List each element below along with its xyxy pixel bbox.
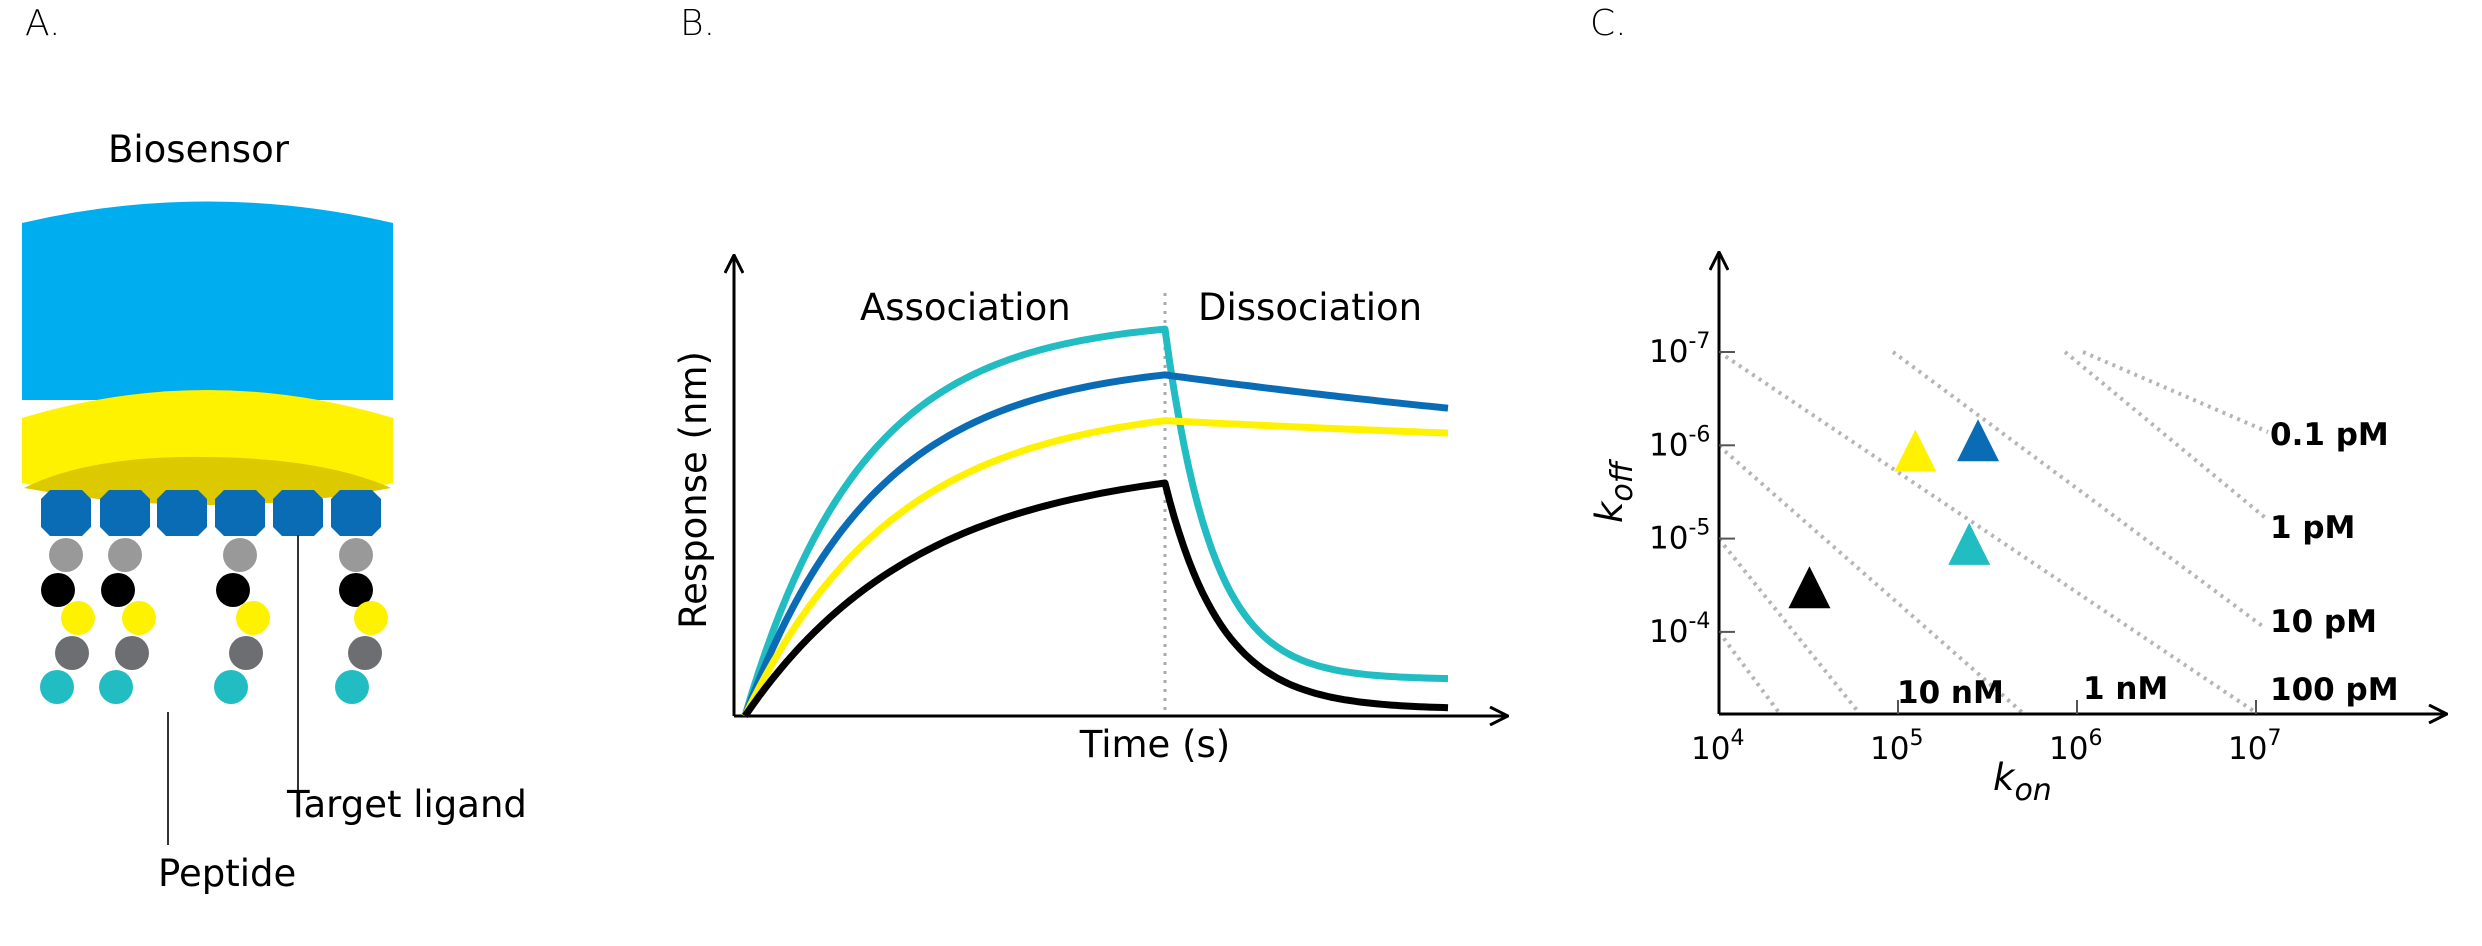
koff-main: k [1588,500,1631,523]
peptide-bead-2-1 [108,538,142,572]
iso-label-1nm: 1 nM [2083,671,2168,707]
y-tick-label--6: 10-6 [1649,422,1710,463]
target-ligand-6 [331,490,381,536]
dissociation-label: Dissociation [1198,286,1422,329]
peptide-bead-3-5 [214,670,248,704]
iso-line-100nm [1717,537,1862,716]
panel-c-label: C. [1590,3,1627,44]
iso-line-10nm [1717,444,2026,716]
peptide-label: Peptide [158,852,296,895]
biosensor-tip [22,201,393,400]
peptide-bead-3-4 [229,636,263,670]
kinetic-curve-blue [741,371,1449,718]
peptide-bead-2-5 [99,670,133,704]
biosensor-label: Biosensor [108,128,290,171]
point-black [1788,566,1831,609]
kinetics-y-label: Response (nm) [672,351,715,629]
affinity-ticks: 104 105 106 107 10-7 10-6 10-5 10-4 [1649,329,2281,767]
iso-label-1pm: 1 pM [2270,510,2355,546]
iso-label-10nm: 10 nM [1897,675,2004,711]
point-yellow [1894,429,1937,472]
peptide-chains [40,538,388,704]
point-cyan [1948,522,1991,565]
target-ligand-1 [41,490,91,536]
peptide-bead-1-3 [61,601,95,635]
target-ligand-label: Target ligand [286,783,527,826]
target-ligand-4 [215,490,265,536]
ligand-row [41,490,381,536]
x-tick-label-7: 107 [2228,726,2281,767]
affinity-axes [1719,252,2447,714]
target-ligand-5 [273,490,323,536]
peptide-bead-3-1 [223,538,257,572]
affinity-points [1788,419,2000,609]
target-ligand-2 [100,490,150,536]
peptide-bead-1-5 [40,670,74,704]
iso-line-0-1pm [2082,350,2269,434]
association-label: Association [860,286,1071,329]
kinetic-curves [741,325,1449,719]
peptide-bead-1-1 [49,538,83,572]
x-tick-label-5: 105 [1870,726,1923,767]
iso-line-10pm [1891,350,2267,630]
peptide-bead-1-2 [41,573,75,607]
kinetics-axes [734,255,1508,716]
peptide-bead-3-2 [216,573,250,607]
peptide-bead-2-4 [115,636,149,670]
iso-line-1um [1717,630,1782,716]
kinetic-curve-yellow [741,417,1449,718]
iso-label-100pm: 100 pM [2270,672,2399,708]
iso-line-1pm [2063,350,2270,522]
peptide-bead-4-1 [339,538,373,572]
y-tick-label--5: 10-5 [1649,516,1710,557]
x-tick-label-4: 104 [1691,726,1744,767]
kinetic-curve-black [742,479,1449,719]
iso-label-0-1pm: 0.1 pM [2270,417,2389,453]
target-ligand-3 [157,490,207,536]
point-blue [1957,419,2000,462]
iso-affinity-labels: 0.1 pM 1 pM 10 pM 100 pM 10 nM 1 nM [1897,417,2399,711]
peptide-bead-1-4 [55,636,89,670]
kinetic-curve-cyan [741,325,1449,718]
x-tick-label-6: 106 [2049,726,2102,767]
peptide-bead-4-5 [335,670,369,704]
y-tick-label--7: 10-7 [1649,329,1710,370]
affinity-x-label: kon [1993,756,2052,808]
peptide-bead-4-4 [348,636,382,670]
peptide-bead-4-2 [339,573,373,607]
panel-a-label: A. [25,3,60,44]
peptide-bead-4-3 [354,601,388,635]
koff-sub: off [1605,458,1640,501]
iso-label-10pm: 10 pM [2270,604,2377,640]
biosensor-illustration [22,201,393,845]
kon-main: k [1993,756,2016,799]
iso-line-1nm [1717,350,2260,716]
iso-affinity-lines [1717,350,2270,716]
peptide-bead-3-3 [236,601,270,635]
peptide-bead-2-3 [122,601,156,635]
panel-b-label: B. [680,3,715,44]
kon-sub: on [2014,773,2051,808]
kinetics-x-label: Time (s) [1079,723,1230,766]
affinity-y-label: koff [1588,458,1640,523]
y-tick-label--4: 10-4 [1649,609,1710,650]
peptide-bead-2-2 [101,573,135,607]
